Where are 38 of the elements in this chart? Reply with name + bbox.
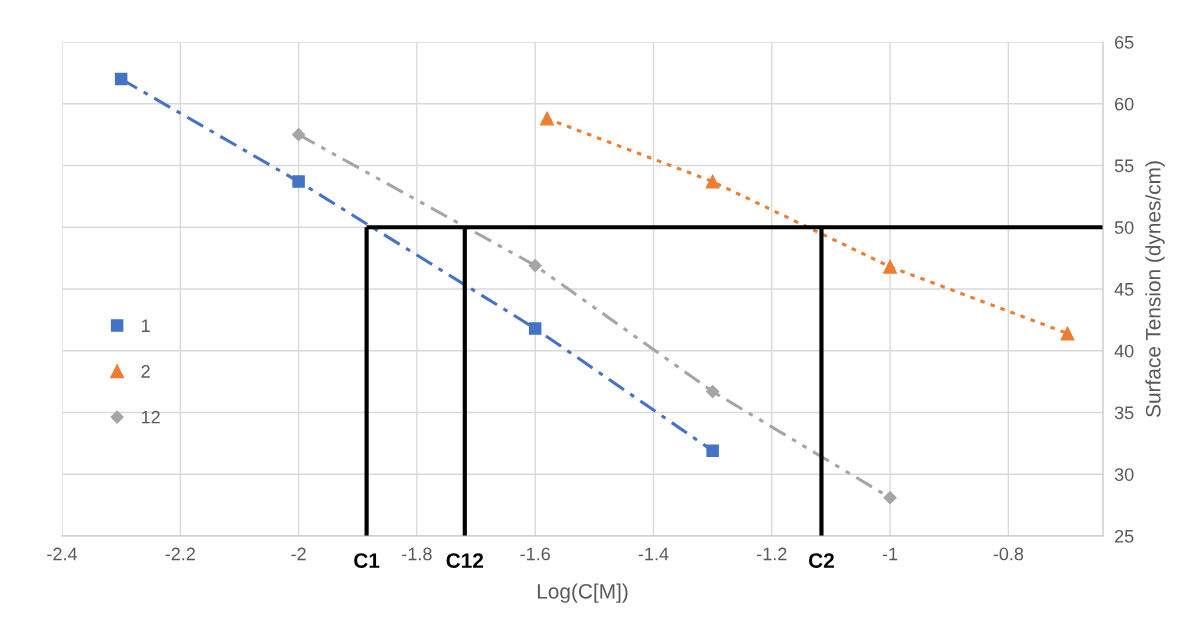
y-axis-title: Surface Tension (dynes/cm): [1145, 161, 1165, 417]
y-tick-label: 50: [1114, 221, 1134, 234]
point: [540, 111, 554, 126]
legend-label: 1: [141, 319, 150, 332]
point: [705, 174, 720, 189]
point: [528, 258, 542, 273]
point: [706, 444, 719, 458]
y-tick-label: 40: [1114, 344, 1134, 358]
ref-line-label: C2: [809, 553, 834, 568]
x-tick-label: -1: [882, 547, 898, 561]
x-tick-label: -2.2: [165, 547, 195, 561]
point: [528, 322, 542, 335]
point: [292, 175, 305, 188]
x-axis-title: Log(C[M]): [537, 583, 628, 603]
y-tick-label: 35: [1114, 406, 1134, 420]
y-tick-label: 65: [1115, 35, 1134, 49]
x-tick-label: -1.2: [757, 547, 787, 561]
x-tick-label: -2.4: [47, 547, 78, 561]
y-tick-label: 25: [1115, 529, 1134, 543]
x-tick-label: -1.8: [402, 547, 432, 561]
x-tick-label: -1.4: [638, 547, 669, 561]
point: [292, 128, 306, 142]
y-tick-label: 60: [1115, 97, 1134, 111]
point: [114, 72, 128, 86]
point: [883, 259, 898, 274]
y-tick-label: 55: [1114, 159, 1134, 173]
x-tick-label: -0.8: [993, 547, 1024, 561]
x-tick-label: -2: [291, 547, 306, 561]
y-tick-label: 45: [1114, 283, 1134, 296]
point: [1060, 326, 1075, 341]
ref-line-label: C1: [354, 553, 380, 568]
y-tick-label: 30: [1114, 468, 1134, 481]
legend-label: 2: [141, 365, 150, 378]
x-tick-label: -1.6: [520, 547, 550, 561]
ref-line-label: C12: [446, 553, 484, 568]
legend-label: 12: [141, 410, 160, 424]
point: [883, 491, 897, 505]
point: [706, 384, 720, 399]
